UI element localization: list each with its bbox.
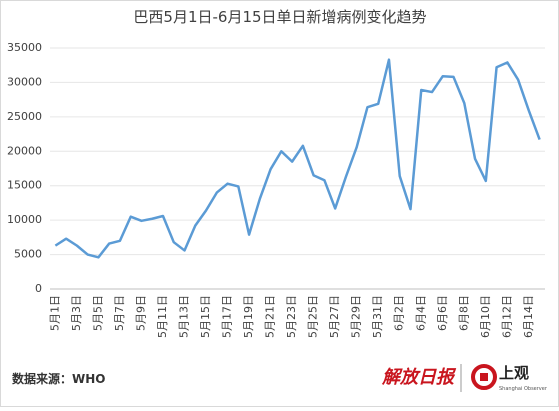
- x-tick-label: 5月3日: [70, 295, 83, 331]
- x-tick-label: 5月5日: [91, 295, 104, 331]
- y-tick-label: 10000: [7, 213, 42, 226]
- y-tick-label: 25000: [7, 110, 42, 123]
- x-tick-label: 5月23日: [285, 295, 298, 338]
- x-tick-label: 5月13日: [178, 295, 191, 338]
- x-tick-label: 6月8日: [457, 295, 470, 331]
- x-tick-label: 6月10日: [479, 295, 492, 338]
- x-tick-label: 5月17日: [221, 295, 234, 338]
- x-tick-label: 6月14日: [522, 295, 535, 338]
- x-tick-label: 5月9日: [134, 295, 147, 331]
- x-tick-label: 5月19日: [242, 295, 255, 338]
- y-tick-label: 0: [35, 282, 42, 295]
- logo-right: 上观: [499, 364, 529, 382]
- x-tick-label: 5月25日: [307, 295, 320, 338]
- source: 数据来源：WHO: [12, 371, 105, 386]
- x-tick-label: 5月21日: [264, 295, 277, 338]
- y-tick-label: 5000: [14, 248, 42, 261]
- logo-right-sub: Shanghai Observer: [499, 386, 548, 392]
- x-tick-label: 5月31日: [371, 295, 384, 338]
- x-tick-label: 6月12日: [500, 295, 513, 338]
- y-tick-label: 15000: [7, 179, 42, 192]
- logo-icon: [471, 364, 497, 390]
- x-tick-label: 5月29日: [350, 295, 363, 338]
- x-tick-label: 5月15日: [199, 295, 212, 338]
- y-tick-label: 35000: [7, 41, 42, 54]
- y-tick-label: 20000: [7, 144, 42, 157]
- x-tick-label: 5月27日: [328, 295, 341, 338]
- logo-left: 解放日报: [381, 367, 457, 388]
- chart-title: 巴西5月1日-6月15日单日新增病例变化趋势: [133, 8, 426, 26]
- y-tick-label: 30000: [7, 75, 42, 88]
- x-tick-label: 6月2日: [393, 295, 406, 331]
- x-tick-label: 6月6日: [436, 295, 449, 331]
- x-tick-label: 6月4日: [414, 295, 427, 331]
- logo-icon-center: [480, 373, 488, 381]
- line: [54, 58, 541, 259]
- x-tick-label: 5月1日: [48, 295, 61, 331]
- x-tick-label: 5月11日: [156, 295, 169, 338]
- x-tick-label: 5月7日: [113, 295, 126, 331]
